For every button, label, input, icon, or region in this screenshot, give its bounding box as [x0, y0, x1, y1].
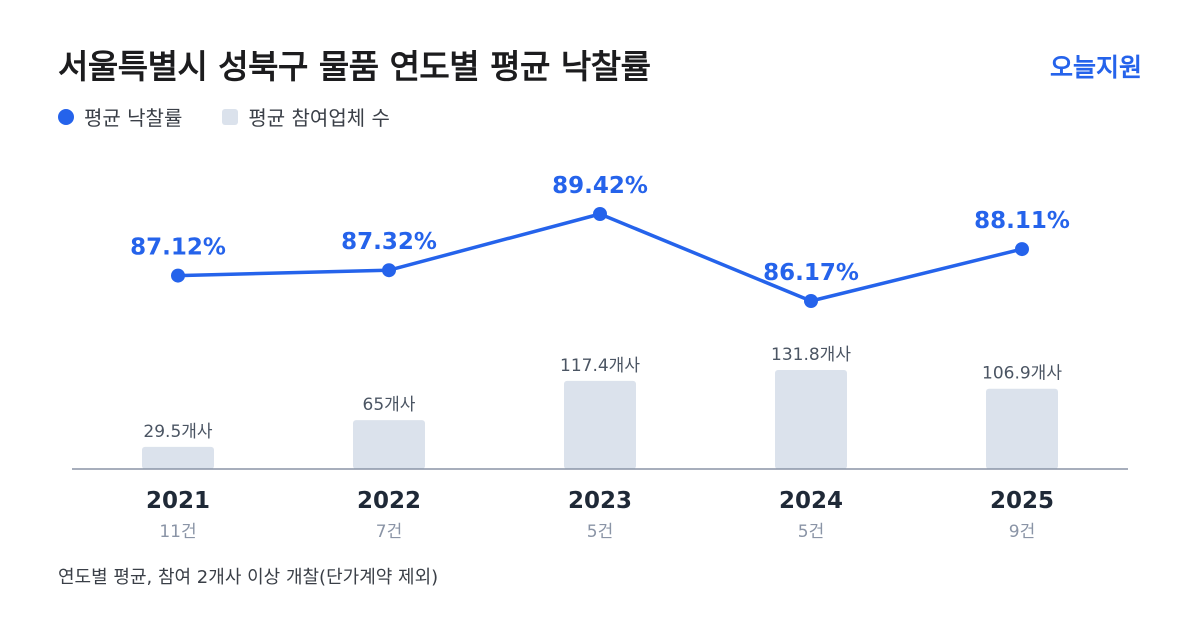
x-count-label: 9건 [1009, 522, 1035, 542]
x-count-label: 11건 [159, 522, 196, 542]
bar-value-label: 117.4개사 [560, 356, 640, 376]
footnote: 연도별 평균, 참여 2개사 이상 개찰(단가계약 제외) [58, 567, 439, 588]
bar-value-label: 131.8개사 [771, 345, 851, 365]
line-point [171, 268, 185, 283]
line-value-label: 87.12% [130, 235, 226, 261]
x-count-label: 7건 [376, 522, 402, 542]
bar [142, 446, 214, 469]
bar-value-label: 29.5개사 [143, 422, 212, 442]
line-value-label: 87.32% [341, 229, 437, 255]
x-count-label: 5건 [798, 522, 824, 542]
legend: 평균 낙찰률 평균 참여업체 수 [58, 102, 390, 131]
x-tick-label: 2021 [146, 488, 210, 514]
line-point [382, 263, 396, 278]
legend-item-bar: 평균 참여업체 수 [222, 102, 390, 131]
line-value-label: 89.42% [552, 173, 648, 199]
line-series-group: 87.12% 87.32% 89.42% 86.17% 88.11% [130, 173, 1070, 308]
legend-item-line: 평균 낙찰률 [58, 102, 182, 131]
x-axis-labels: 2021 11건 2022 7건 2023 5건 2024 5건 2025 9건 [146, 488, 1054, 542]
bar [564, 380, 636, 469]
bar [986, 388, 1058, 469]
line-value-label: 86.17% [763, 260, 859, 286]
bar-value-label: 106.9개사 [982, 364, 1062, 384]
bars-group: 29.5개사 65개사 117.4개사 131.8개사 106.9개사 [142, 345, 1062, 469]
x-tick-label: 2025 [990, 488, 1054, 514]
legend-dot-icon [58, 108, 74, 125]
legend-square-icon [222, 108, 239, 125]
bar-value-label: 65개사 [363, 395, 416, 415]
line-value-label: 88.11% [974, 208, 1070, 234]
x-count-label: 5건 [587, 522, 613, 542]
brand-logo[interactable]: 오늘지원 [1049, 53, 1142, 82]
line-point [1015, 242, 1029, 257]
bar [353, 420, 425, 469]
bar [775, 370, 847, 469]
chart-title: 서울특별시 성북구 물품 연도별 평균 낙찰률 [58, 47, 651, 86]
x-tick-label: 2023 [568, 488, 632, 514]
legend-label-line: 평균 낙찰률 [84, 106, 183, 130]
series-line [176, 212, 1024, 303]
legend-label-bar: 평균 참여업체 수 [248, 106, 390, 130]
line-point [804, 294, 818, 308]
x-tick-label: 2024 [779, 488, 843, 514]
x-tick-label: 2022 [357, 488, 421, 514]
line-point [593, 207, 607, 221]
